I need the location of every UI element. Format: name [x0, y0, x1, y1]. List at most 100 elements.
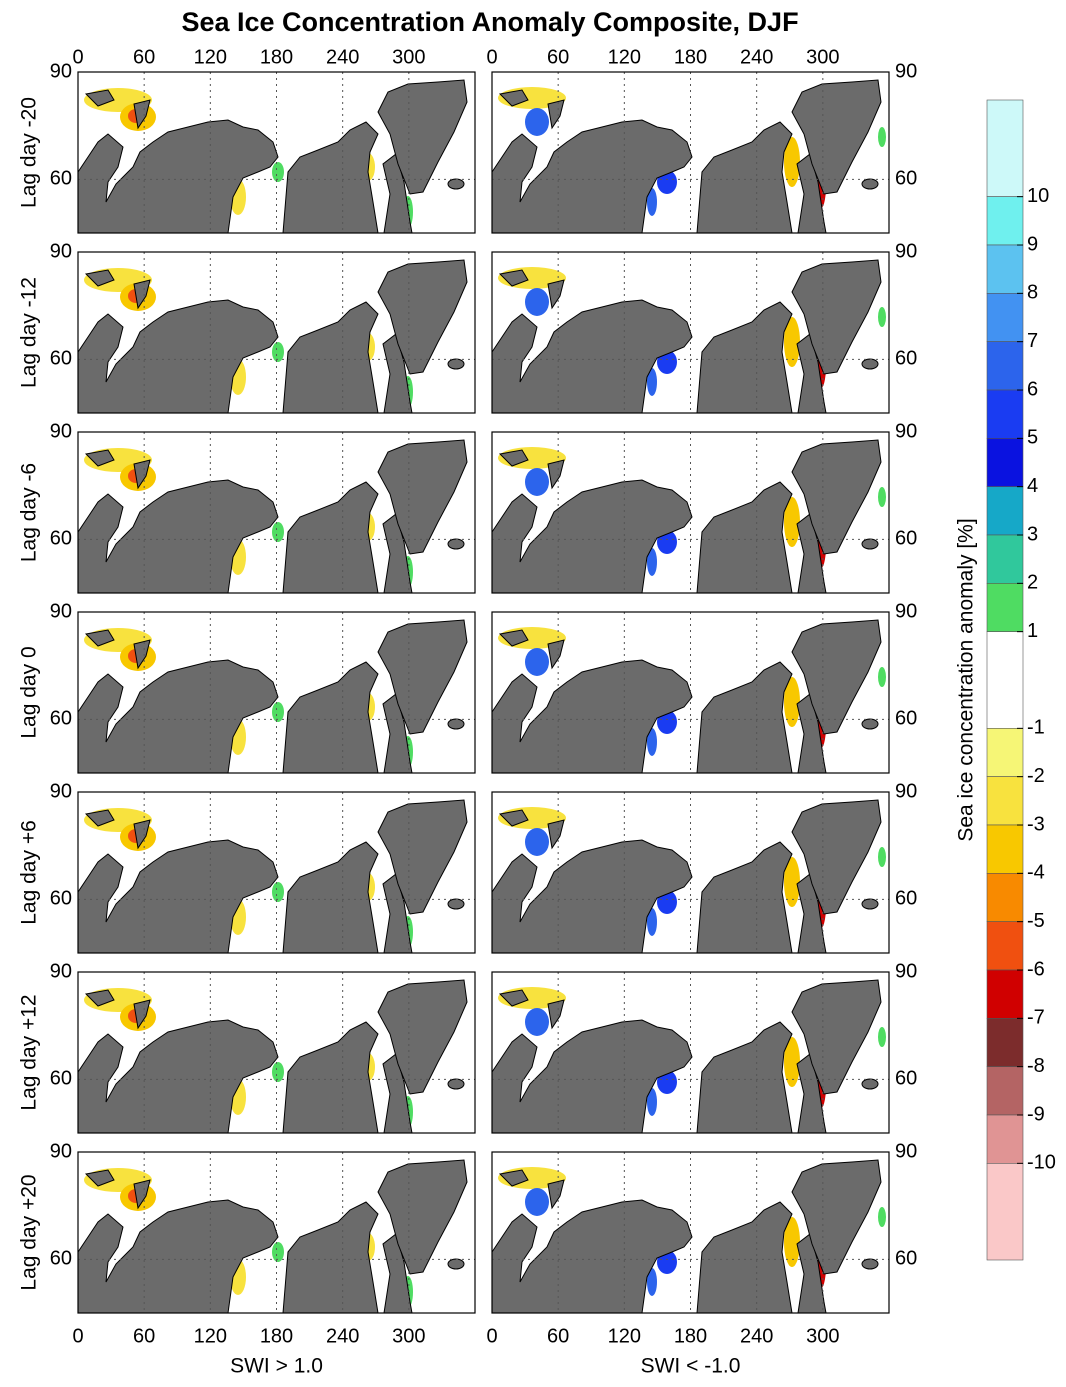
colorbar-segment — [986, 486, 1024, 536]
colorbar-tick-label: -10 — [1027, 1152, 1056, 1174]
colorbar-tick-label: -9 — [1027, 1103, 1045, 1125]
y-tick-label: 90 — [895, 600, 917, 622]
colorbar-tick-label: 5 — [1027, 427, 1038, 449]
colorbar-segment — [986, 99, 1024, 197]
map-panel — [491, 431, 890, 594]
y-tick-label: 90 — [50, 780, 72, 802]
colorbar-segment — [986, 969, 1024, 1019]
chart-title: Sea Ice Concentration Anomaly Composite,… — [181, 7, 798, 37]
x-tick-label: 300 — [392, 46, 425, 68]
panel-frame — [77, 431, 476, 594]
colorbar-segment — [986, 389, 1024, 439]
panel-frame — [491, 1151, 890, 1314]
x-tick-label: 300 — [806, 46, 839, 68]
colorbar-segment — [986, 873, 1024, 922]
colorbar-segment — [986, 244, 1024, 294]
colorbar-tick-label: 2 — [1027, 572, 1038, 594]
panel-frame — [77, 251, 476, 414]
map-panel — [491, 971, 890, 1134]
y-tick-label: 90 — [895, 240, 917, 262]
x-tick-label: 0 — [486, 46, 497, 68]
colorbar-segment — [986, 438, 1024, 487]
row-label: Lag day -6 — [18, 463, 41, 562]
colorbar-tick-label: 1 — [1027, 620, 1038, 642]
colorbar-tick-label: -3 — [1027, 813, 1045, 835]
colorbar-segment — [986, 824, 1024, 874]
colorbar-tick-label: 7 — [1027, 330, 1038, 352]
colorbar-tick-label: -1 — [1027, 717, 1045, 739]
y-tick-label: 60 — [50, 708, 72, 730]
y-tick-label: 60 — [50, 168, 72, 190]
y-tick-label: 60 — [895, 708, 917, 730]
colorbar-tick-label: 3 — [1027, 523, 1038, 545]
row-label: Lag day -12 — [18, 277, 41, 388]
map-panel — [77, 1151, 476, 1314]
x-tick-label: 60 — [547, 46, 569, 68]
x-tick-label: 300 — [392, 1325, 425, 1347]
y-tick-label: 60 — [50, 888, 72, 910]
y-tick-label: 90 — [895, 60, 917, 82]
panel-frame — [77, 71, 476, 234]
panel-frame — [77, 1151, 476, 1314]
x-tick-label: 120 — [608, 46, 641, 68]
panel-frame — [491, 251, 890, 414]
y-tick-label: 90 — [895, 420, 917, 442]
colorbar-segment — [986, 196, 1024, 246]
colorbar-segment — [986, 1163, 1024, 1261]
panel-frame — [491, 431, 890, 594]
colorbar-tick-label: -4 — [1027, 862, 1045, 884]
y-tick-label: 60 — [895, 168, 917, 190]
map-panel — [77, 431, 476, 594]
map-panel — [77, 611, 476, 774]
row-label: Lag day +6 — [18, 820, 41, 925]
colorbar-segment — [986, 293, 1024, 342]
panel-frame — [491, 791, 890, 954]
colorbar-tick-label: 6 — [1027, 378, 1038, 400]
y-tick-label: 90 — [895, 960, 917, 982]
panel-frame — [491, 611, 890, 774]
colorbar-segment — [986, 1114, 1024, 1164]
column-label: SWI > 1.0 — [230, 1355, 323, 1378]
colorbar-segment — [986, 921, 1024, 971]
y-tick-label: 60 — [895, 1068, 917, 1090]
x-tick-label: 240 — [740, 1325, 773, 1347]
colorbar-tick-label: 10 — [1027, 185, 1049, 207]
map-panel — [77, 71, 476, 234]
row-label: Lag day +20 — [18, 1174, 41, 1290]
x-tick-label: 180 — [674, 1325, 707, 1347]
colorbar-tick-label: -6 — [1027, 958, 1045, 980]
map-panel — [491, 611, 890, 774]
x-tick-label: 240 — [740, 46, 773, 68]
colorbar-segment — [986, 728, 1024, 777]
x-tick-label: 120 — [194, 1325, 227, 1347]
y-tick-label: 90 — [895, 780, 917, 802]
y-tick-label: 60 — [895, 528, 917, 550]
map-panel — [491, 1151, 890, 1314]
panel-frame — [77, 971, 476, 1134]
row-label: Lag day 0 — [18, 646, 41, 738]
x-tick-label: 60 — [133, 1325, 155, 1347]
y-tick-label: 90 — [50, 60, 72, 82]
y-tick-label: 60 — [895, 1248, 917, 1270]
y-tick-label: 60 — [50, 348, 72, 370]
x-tick-label: 240 — [326, 46, 359, 68]
map-panel — [491, 71, 890, 234]
colorbar-tick-label: -5 — [1027, 910, 1045, 932]
row-label: Lag day -20 — [18, 97, 41, 208]
colorbar-segment — [986, 534, 1024, 584]
y-tick-label: 60 — [50, 528, 72, 550]
colorbar-tick-label: 8 — [1027, 282, 1038, 304]
y-tick-label: 90 — [50, 960, 72, 982]
y-tick-label: 60 — [895, 888, 917, 910]
column-label: SWI < -1.0 — [641, 1355, 741, 1378]
x-tick-label: 240 — [326, 1325, 359, 1347]
x-tick-label: 60 — [547, 1325, 569, 1347]
colorbar-tick-label: -7 — [1027, 1007, 1045, 1029]
colorbar-label: Sea ice concentration anomaly [%] — [955, 518, 978, 841]
x-tick-label: 180 — [260, 1325, 293, 1347]
y-tick-label: 60 — [50, 1248, 72, 1270]
x-tick-label: 180 — [674, 46, 707, 68]
y-tick-label: 90 — [50, 420, 72, 442]
map-panel — [491, 251, 890, 414]
